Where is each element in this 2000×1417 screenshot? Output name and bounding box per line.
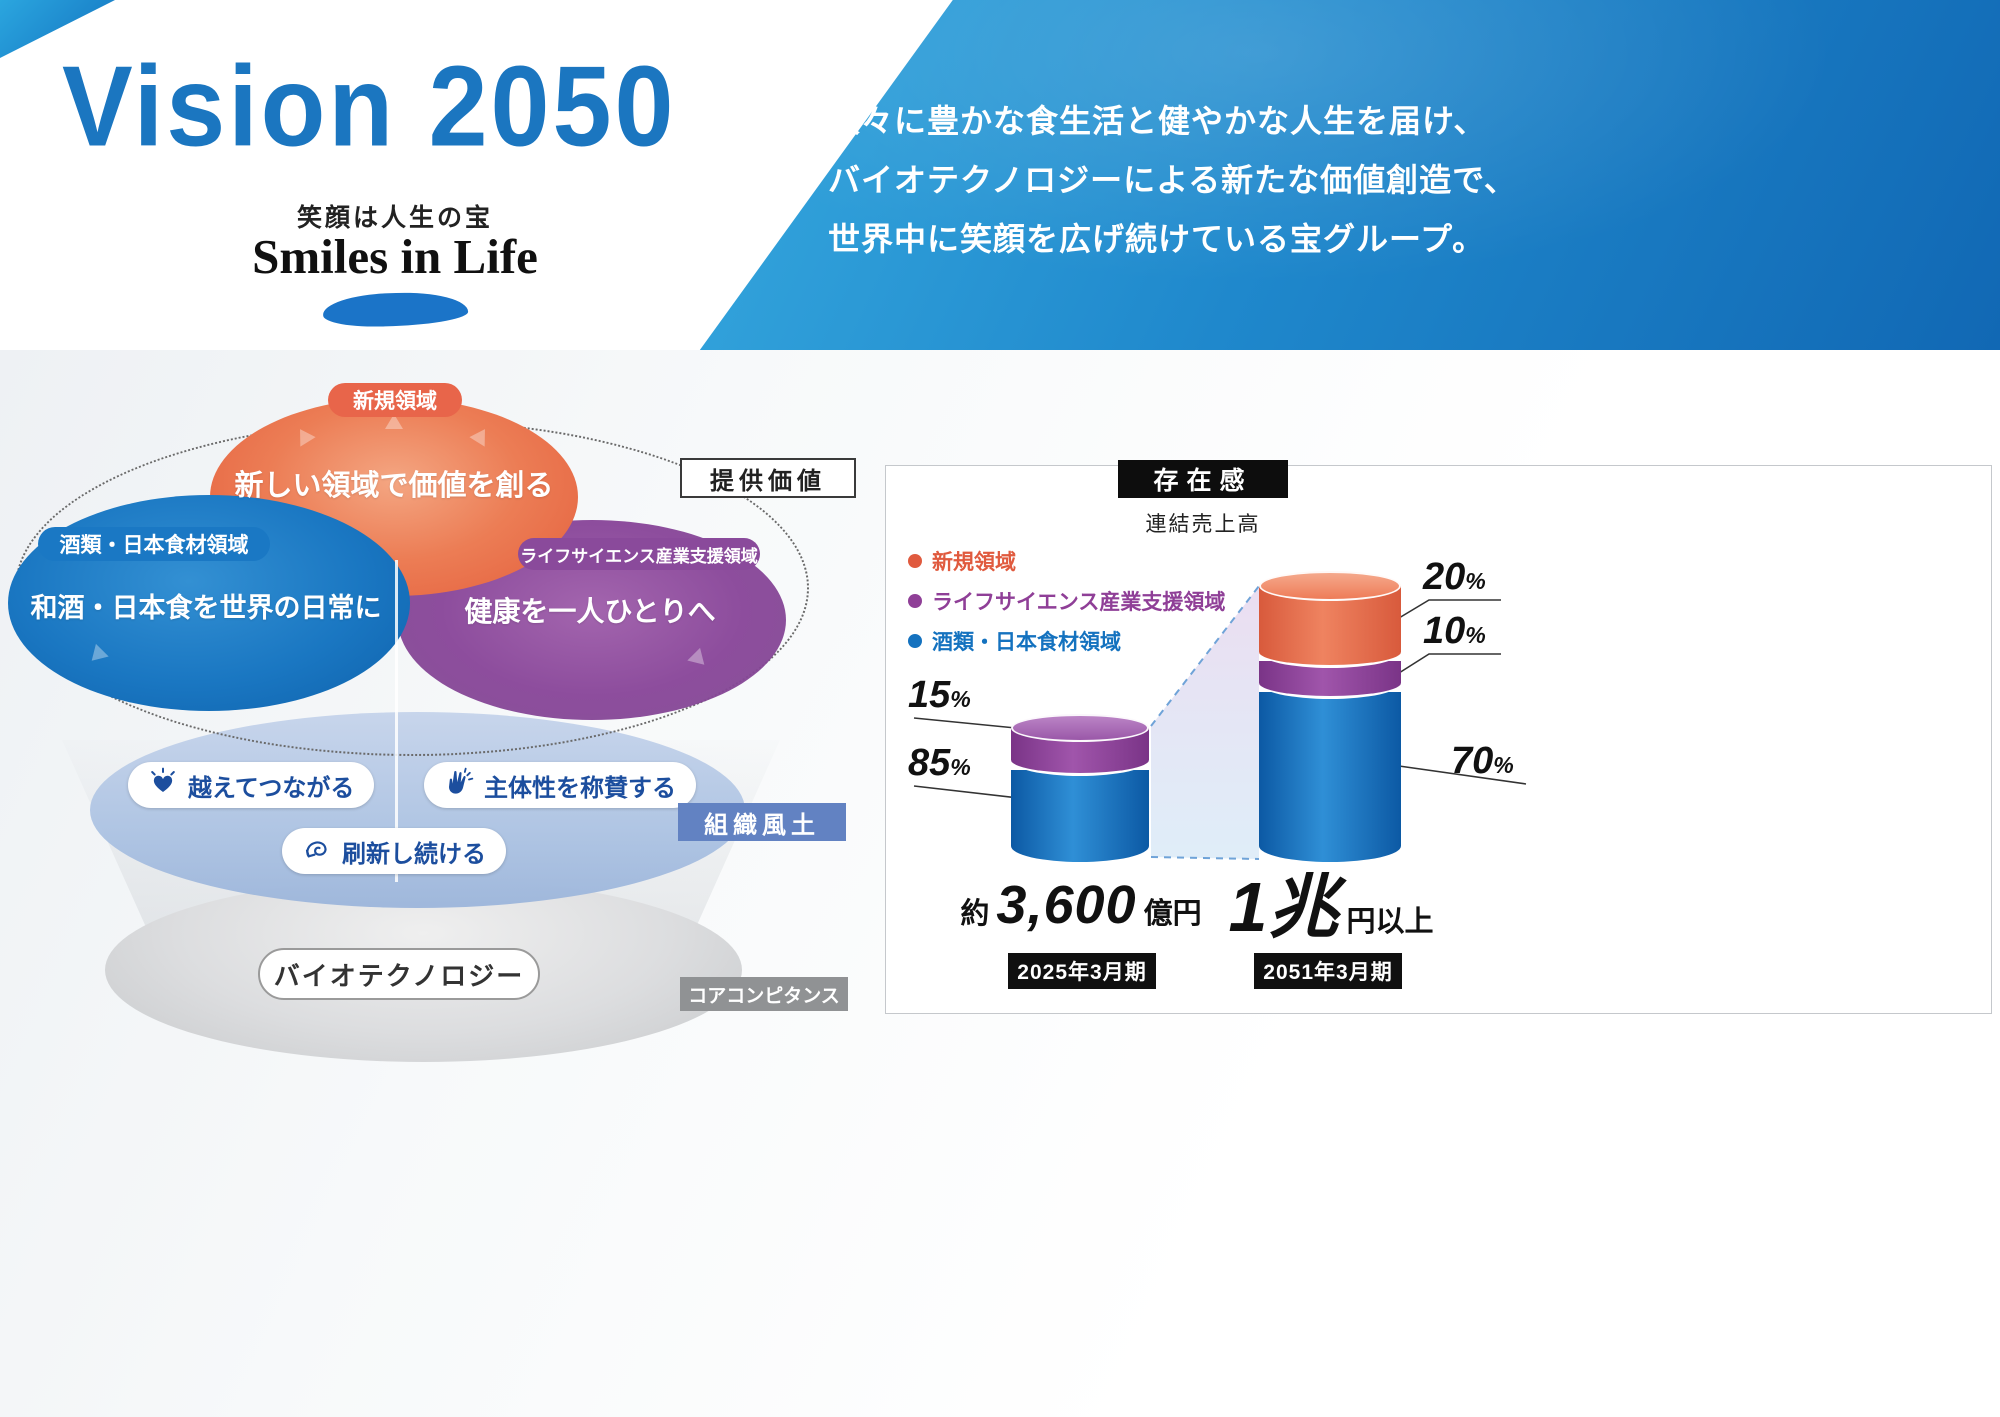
bar-2051-cylinder [1259, 571, 1401, 862]
chart-legend: 新規領域 ライフサイエンス産業支援領域 酒類・日本食材領域 [908, 546, 1225, 656]
new-area-badge: 新規領域 [328, 383, 462, 417]
core-competence-label: コアコンピタンス [680, 977, 848, 1011]
pct-unit: % [1465, 568, 1486, 594]
pct-2051-lifescience: 10% [1423, 610, 1486, 653]
legend-item-life-science: ライフサイエンス産業支援領域 [908, 586, 1225, 616]
pct-2025-alcohol: 85% [908, 742, 971, 785]
amount-2051: 1兆 円以上 [1206, 851, 1456, 952]
spiral-icon [302, 833, 332, 870]
culture-pill-connect: 越えてつながる [128, 762, 375, 808]
legend-item-new-area: 新規領域 [908, 546, 1225, 576]
legend-label: 新規領域 [932, 551, 1016, 574]
alcohol-food-text: 和酒・日本食を世界の日常に [30, 593, 382, 623]
amount-value: 3,600 [996, 875, 1137, 935]
culture-pill-label: 刷新し続ける [342, 840, 486, 868]
amount-prefix: 約 [960, 898, 990, 930]
cylinder-cap-orange [1259, 571, 1401, 601]
message-line-1: 人々に豊かな食生活と健やかな人生を届け、 [828, 103, 1487, 139]
header-message: 人々に豊かな食生活と健やかな人生を届け、 バイオテクノロジーによる新たな価値創造… [828, 92, 1517, 269]
life-science-badge: ライフサイエンス産業支援領域 [518, 538, 760, 570]
segment-alcohol-2025 [1011, 770, 1149, 862]
vision-2050-logo: Vision 2050 [62, 43, 677, 171]
culture-pill-label: 越えてつながる [188, 774, 355, 802]
provided-value-label: 提供価値 [680, 458, 856, 498]
culture-pill-praise: 主体性を称賛する [424, 762, 696, 808]
center-divider-line [395, 560, 398, 882]
tagline-english: Smiles in Life [252, 229, 538, 284]
message-line-3: 世界中に笑顔を広げ続けている宝グループ。 [828, 221, 1486, 257]
pct-value: 10 [1423, 610, 1466, 652]
pct-value: 20 [1423, 556, 1466, 598]
period-badge-2025: 2025年3月期 [1008, 953, 1156, 989]
bar-2025-cylinder [1011, 714, 1149, 862]
chart-subtitle: 連結売上高 [1145, 513, 1261, 536]
cylinder-cap-purple [1011, 714, 1149, 742]
amount-unit: 億円 [1143, 898, 1202, 930]
clapping-hands-icon [444, 767, 474, 804]
amount-unit: 円以上 [1346, 906, 1434, 938]
pct-2025-lifescience: 15% [908, 674, 971, 717]
legend-dot-purple [908, 594, 922, 608]
legend-dot-orange [908, 554, 922, 568]
life-science-text: 健康を一人ひとりへ [464, 596, 716, 627]
new-area-text: 新しい領域で価値を創る [234, 470, 554, 502]
culture-pill-renew: 刷新し続ける [282, 828, 506, 874]
legend-item-alcohol-food: 酒類・日本食材領域 [908, 626, 1225, 656]
biotechnology-pill: バイオテクノロジー [258, 948, 540, 1000]
decorative-arrow [385, 414, 403, 429]
pct-unit: % [950, 686, 971, 712]
brush-stroke-accent [322, 290, 469, 329]
segment-alcohol-2051 [1259, 692, 1401, 862]
pct-value: 70 [1451, 740, 1494, 782]
alcohol-food-badge: 酒類・日本食材領域 [38, 527, 270, 561]
heart-rays-icon [148, 767, 178, 804]
sales-chart-panel: 存在感 連結売上高 新規領域 ライフサイエンス産業支援領域 酒類・日本食材領域 [885, 460, 1992, 1014]
legend-dot-blue [908, 634, 922, 648]
pct-value: 85 [908, 742, 951, 784]
tagline-japanese: 笑顔は人生の宝 [296, 204, 493, 232]
culture-pill-label: 主体性を称賛する [484, 774, 676, 802]
pct-unit: % [950, 754, 971, 780]
pct-2051-newarea: 20% [1423, 556, 1486, 599]
pct-unit: % [1493, 752, 1514, 778]
amount-2025: 約 3,600 億円 [941, 874, 1221, 936]
culture-label: 組織風土 [678, 803, 846, 841]
pct-value: 15 [908, 674, 951, 716]
period-badge-2051: 2051年3月期 [1254, 953, 1402, 989]
legend-label: ライフサイエンス産業支援領域 [932, 591, 1226, 614]
pct-unit: % [1465, 622, 1486, 648]
chart-title-badge: 存在感 [1118, 460, 1288, 498]
pct-2051-alcohol: 70% [1451, 740, 1514, 783]
message-line-2: バイオテクノロジーによる新たな価値創造で、 [828, 162, 1517, 198]
amount-value: 1兆 [1228, 868, 1340, 946]
header-blue-panel [699, 0, 2000, 350]
legend-label: 酒類・日本食材領域 [932, 631, 1121, 654]
